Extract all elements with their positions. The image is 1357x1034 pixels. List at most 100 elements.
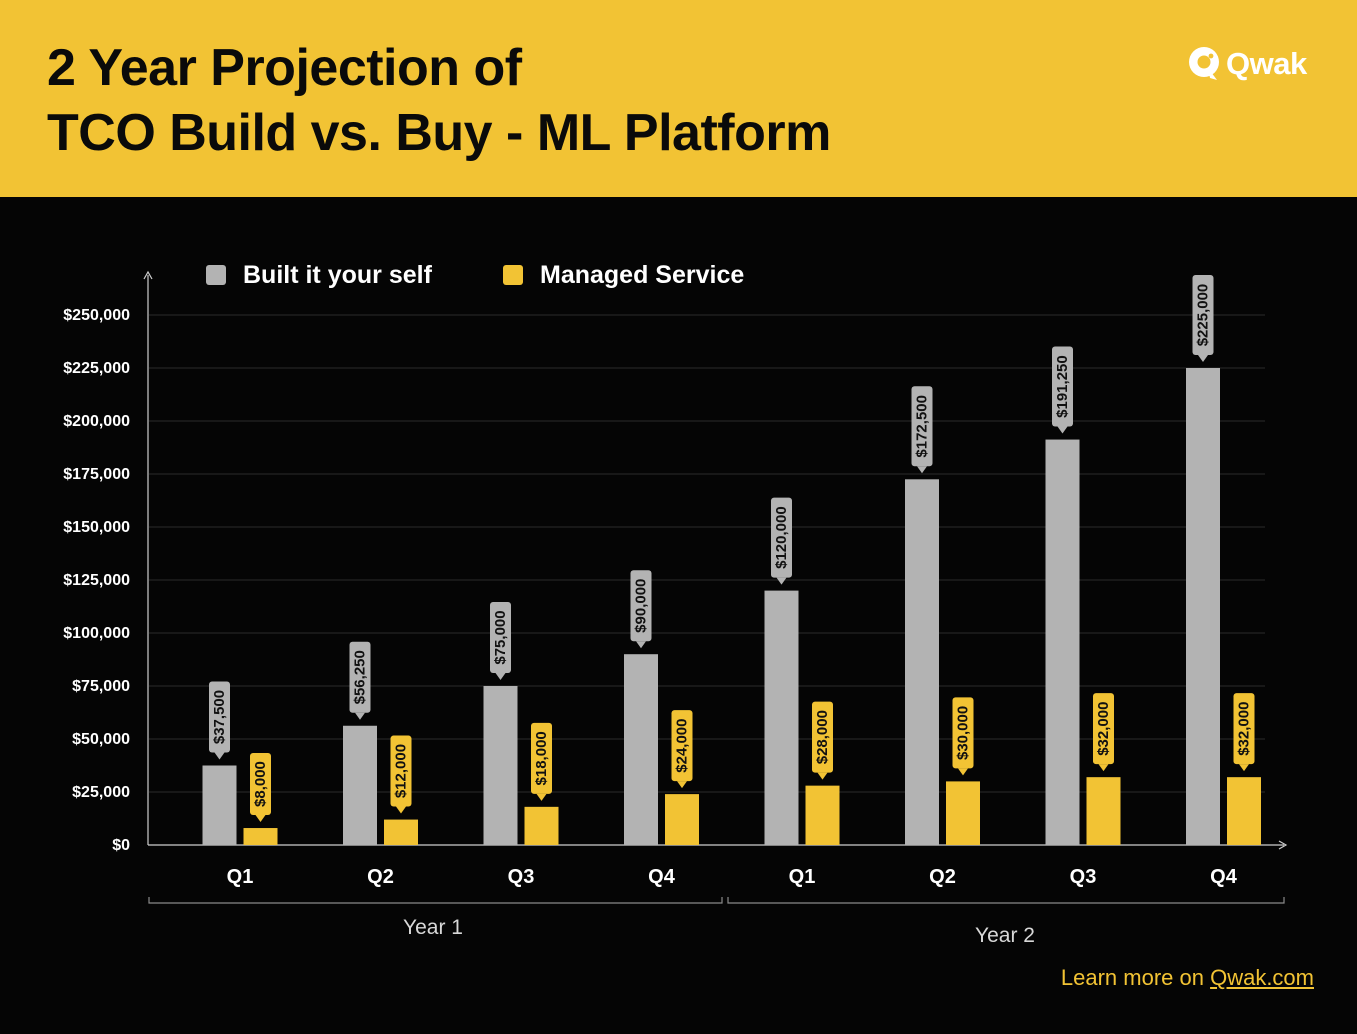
y-tick-label: $225,000 xyxy=(63,360,130,377)
data-label-pointer xyxy=(677,781,687,789)
page-title-line-2: TCO Build vs. Buy - ML Platform xyxy=(47,104,831,162)
y-tick-label: $0 xyxy=(112,837,130,854)
data-label: $56,250 xyxy=(352,650,369,704)
group-label: Year 1 xyxy=(403,916,463,939)
bar-build xyxy=(764,590,799,845)
data-label: $28,000 xyxy=(814,710,831,764)
page-title-line-1: 2 Year Projection of xyxy=(47,39,522,97)
legend-swatch xyxy=(503,265,523,285)
data-label-box xyxy=(630,570,652,642)
y-tick-label: $250,000 xyxy=(63,307,130,324)
data-label-pointer xyxy=(1239,764,1249,772)
bar-managed xyxy=(946,781,980,845)
x-tick-label: Q2 xyxy=(929,866,956,888)
data-label-box xyxy=(812,701,833,773)
data-label: $12,000 xyxy=(393,744,410,798)
data-label-box xyxy=(390,735,412,807)
x-axis-arrow xyxy=(1278,840,1288,850)
data-label-pointer xyxy=(1198,355,1208,362)
data-label-pointer xyxy=(917,466,927,474)
data-label-pointer xyxy=(355,712,365,720)
data-label: $75,000 xyxy=(492,610,509,664)
bar-build xyxy=(343,725,377,845)
bar-managed xyxy=(384,819,418,845)
legend-label: Built it your self xyxy=(243,261,433,289)
data-label-pointer xyxy=(255,815,266,823)
bar-managed xyxy=(805,785,840,845)
y-axis-arrow xyxy=(143,270,153,280)
data-label: $90,000 xyxy=(633,579,650,633)
tco-bar-chart: $0 $25,000 $50,000 $75,000 $100,000 $125,000 $… xyxy=(63,261,1288,947)
bar-build xyxy=(624,654,658,845)
data-label: $32,000 xyxy=(1236,702,1253,756)
data-label: $32,000 xyxy=(1095,702,1112,756)
y-tick-label: $75,000 xyxy=(72,678,130,695)
data-label-box xyxy=(250,753,271,816)
bar-managed xyxy=(524,806,559,845)
data-label: $18,000 xyxy=(533,731,550,785)
data-label-box xyxy=(671,710,693,782)
data-label-pointer xyxy=(817,772,828,780)
group-bracket xyxy=(148,897,723,904)
data-label-pointer xyxy=(1098,764,1109,772)
qwak-website-link[interactable]: Qwak.com xyxy=(1210,965,1314,990)
x-tick-label: Q3 xyxy=(508,866,535,888)
data-label-pointer xyxy=(1057,426,1068,434)
data-label-pointer xyxy=(776,577,787,585)
data-label: $120,000 xyxy=(773,506,790,569)
data-label-box xyxy=(531,722,552,794)
y-tick-label: $50,000 xyxy=(72,731,130,748)
logo-text: Qwak xyxy=(1226,46,1307,81)
data-label: $191,250 xyxy=(1054,355,1071,418)
qwak-logo: Qwak xyxy=(1186,44,1307,84)
qwak-logo-icon xyxy=(1189,47,1219,80)
legend-label: Managed Service xyxy=(540,261,744,289)
data-label-box xyxy=(771,497,792,578)
x-tick-label: Q4 xyxy=(1210,866,1238,888)
bar-managed xyxy=(665,794,699,845)
x-tick-label: Q1 xyxy=(227,866,254,888)
y-tick-label: $100,000 xyxy=(63,625,130,642)
data-label-box xyxy=(349,641,371,713)
data-label-box xyxy=(209,681,230,753)
data-label-pointer xyxy=(214,752,225,760)
data-label-pointer xyxy=(636,641,646,649)
bar-build xyxy=(1045,439,1080,845)
legend-swatch xyxy=(206,265,226,285)
data-label-box xyxy=(1093,693,1114,765)
bar-build xyxy=(483,686,518,845)
data-label-pointer xyxy=(396,806,406,814)
group-label: Year 2 xyxy=(975,924,1035,947)
x-tick-label: Q4 xyxy=(648,866,676,888)
data-label: $24,000 xyxy=(674,719,691,773)
y-tick-label: $25,000 xyxy=(72,784,130,801)
footer-prefix: Learn more on xyxy=(1060,965,1211,990)
x-tick-label: Q2 xyxy=(367,866,394,888)
data-label-box xyxy=(1233,693,1255,765)
x-tick-label: Q3 xyxy=(1070,866,1097,888)
y-tick-label: $175,000 xyxy=(63,466,130,483)
y-tick-label: $150,000 xyxy=(63,519,130,536)
bar-build xyxy=(1186,368,1220,845)
x-tick-label: Q1 xyxy=(789,866,816,888)
bar-managed xyxy=(1227,777,1261,845)
data-label-box xyxy=(1052,346,1073,427)
data-label: $37,500 xyxy=(211,690,228,744)
data-label-box xyxy=(952,697,974,769)
data-label-box xyxy=(1192,275,1214,355)
bar-managed xyxy=(1086,777,1121,845)
bar-build xyxy=(202,765,237,845)
data-label-pointer xyxy=(536,793,547,801)
data-label-box xyxy=(911,386,933,467)
group-bracket xyxy=(727,897,1285,904)
y-tick-label: $200,000 xyxy=(63,413,130,430)
data-label: $172,500 xyxy=(914,395,931,458)
data-label: $8,000 xyxy=(252,761,269,807)
header-banner: 2 Year Projection of TCO Build vs. Buy -… xyxy=(0,0,1357,197)
data-label-box xyxy=(490,602,511,673)
bar-managed xyxy=(243,828,278,845)
data-label: $225,000 xyxy=(1195,284,1212,347)
data-label: $30,000 xyxy=(955,706,972,760)
data-label-pointer xyxy=(958,768,968,776)
footer-note: Learn more on Qwak.com xyxy=(1061,965,1314,991)
